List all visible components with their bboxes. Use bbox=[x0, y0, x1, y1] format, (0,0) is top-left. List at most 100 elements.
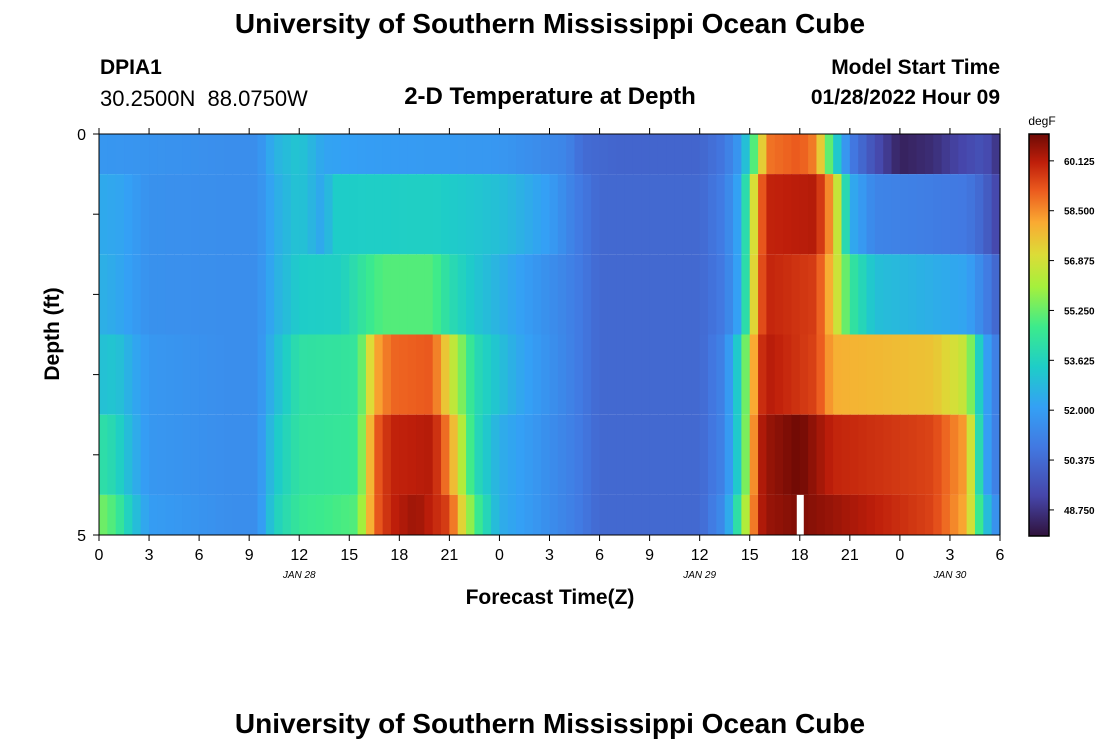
heatmap-cell bbox=[215, 134, 225, 175]
heatmap-cell bbox=[207, 254, 217, 335]
heatmap-cell bbox=[974, 254, 984, 335]
heatmap-cell bbox=[115, 134, 125, 175]
heatmap-cell bbox=[257, 254, 267, 335]
heatmap-cell bbox=[833, 134, 843, 175]
heatmap-cell bbox=[165, 134, 175, 175]
heatmap-cell bbox=[507, 254, 517, 335]
heatmap-cell bbox=[591, 134, 601, 175]
colorbar-unit: degF bbox=[1028, 114, 1055, 128]
heatmap-cell bbox=[199, 174, 209, 255]
heatmap-cell bbox=[916, 414, 926, 495]
heatmap-cell bbox=[924, 254, 934, 335]
heatmap-cell bbox=[374, 334, 384, 415]
heatmap-cell bbox=[933, 134, 943, 175]
heatmap-cell bbox=[332, 414, 342, 495]
heatmap-cell bbox=[691, 334, 701, 415]
heatmap-cell bbox=[332, 254, 342, 335]
heatmap-cell bbox=[299, 334, 309, 415]
heatmap-cell bbox=[724, 134, 734, 175]
heatmap-cell bbox=[816, 414, 826, 495]
heatmap-cell bbox=[524, 334, 534, 415]
heatmap-cell bbox=[424, 254, 434, 335]
heatmap-cell bbox=[499, 334, 509, 415]
heatmap-cell bbox=[866, 334, 876, 415]
heatmap-cell bbox=[958, 134, 968, 175]
heatmap-cell bbox=[240, 254, 250, 335]
heatmap-cell bbox=[691, 494, 701, 535]
heatmap-cell bbox=[682, 334, 692, 415]
heatmap-cell bbox=[132, 174, 142, 255]
heatmap-cell bbox=[532, 334, 542, 415]
heatmap-cell bbox=[541, 414, 551, 495]
heatmap-cell bbox=[124, 254, 133, 335]
heatmap-cell bbox=[482, 254, 492, 335]
heatmap-cell bbox=[616, 494, 626, 535]
heatmap-cell bbox=[224, 254, 234, 335]
heatmap-cell bbox=[599, 494, 609, 535]
heatmap-cell bbox=[315, 334, 325, 415]
heatmap-cell bbox=[858, 134, 868, 175]
heatmap-cell bbox=[783, 174, 793, 255]
heatmap-cell bbox=[174, 414, 184, 495]
heatmap-cell bbox=[424, 414, 434, 495]
heatmap-cell bbox=[499, 254, 509, 335]
heatmap-cell bbox=[616, 254, 626, 335]
heatmap-cell bbox=[774, 414, 784, 495]
heatmap-cell bbox=[741, 254, 751, 335]
heatmap-cell bbox=[474, 174, 484, 255]
heatmap-cell bbox=[916, 494, 926, 535]
heatmap-cell bbox=[457, 494, 467, 535]
heatmap-cell bbox=[833, 174, 843, 255]
heatmap-cell bbox=[140, 254, 150, 335]
heatmap-cell bbox=[282, 134, 292, 175]
heatmap-cell bbox=[324, 254, 334, 335]
heatmap-cell bbox=[666, 334, 676, 415]
heatmap-cell bbox=[349, 134, 359, 175]
heatmap-cell bbox=[174, 174, 184, 255]
heatmap-cell bbox=[207, 494, 217, 535]
heatmap-cell bbox=[441, 334, 450, 415]
heatmap-cell bbox=[674, 414, 684, 495]
heatmap-cell bbox=[841, 134, 851, 175]
heatmap-cell bbox=[724, 494, 734, 535]
heatmap-cell bbox=[107, 254, 117, 335]
heatmap-cell bbox=[666, 134, 676, 175]
heatmap-cell bbox=[416, 254, 425, 335]
heatmap-cell bbox=[99, 174, 108, 255]
heatmap-cell bbox=[407, 494, 417, 535]
heatmap-cell bbox=[916, 254, 926, 335]
heatmap-cell bbox=[182, 414, 192, 495]
heatmap-cell bbox=[699, 334, 709, 415]
heatmap-cell bbox=[958, 254, 968, 335]
heatmap-cell bbox=[482, 414, 492, 495]
heatmap-cell bbox=[841, 334, 851, 415]
heatmap-cell bbox=[399, 174, 409, 255]
heatmap-cell bbox=[582, 134, 592, 175]
heatmap-cell bbox=[466, 254, 476, 335]
heatmap-cell bbox=[466, 174, 476, 255]
heatmap-cell bbox=[357, 334, 367, 415]
heatmap-cell bbox=[365, 414, 375, 495]
heatmap-cell bbox=[716, 414, 726, 495]
heatmap-cell bbox=[149, 494, 158, 535]
heatmap-cell bbox=[724, 414, 734, 495]
colorbar-tick-label: 48.750 bbox=[1064, 506, 1095, 517]
heatmap-cell bbox=[599, 414, 609, 495]
heatmap-cell bbox=[382, 414, 392, 495]
heatmap-cell bbox=[649, 334, 659, 415]
heatmap-cell bbox=[165, 334, 175, 415]
heatmap-cell bbox=[332, 134, 342, 175]
station-coordinates: 30.2500N 88.0750W bbox=[100, 86, 308, 111]
heatmap-cell bbox=[282, 254, 292, 335]
heatmap-cell bbox=[449, 134, 459, 175]
heatmap-cell bbox=[758, 254, 767, 335]
heatmap-cell bbox=[949, 414, 959, 495]
heatmap-cell bbox=[524, 494, 534, 535]
heatmap-cell bbox=[165, 254, 175, 335]
heatmap-cell bbox=[107, 494, 117, 535]
heatmap-cell bbox=[891, 414, 901, 495]
heatmap-cell bbox=[474, 494, 484, 535]
heatmap-cell bbox=[165, 174, 175, 255]
heatmap-cell bbox=[157, 494, 167, 535]
heatmap-cell bbox=[824, 334, 834, 415]
